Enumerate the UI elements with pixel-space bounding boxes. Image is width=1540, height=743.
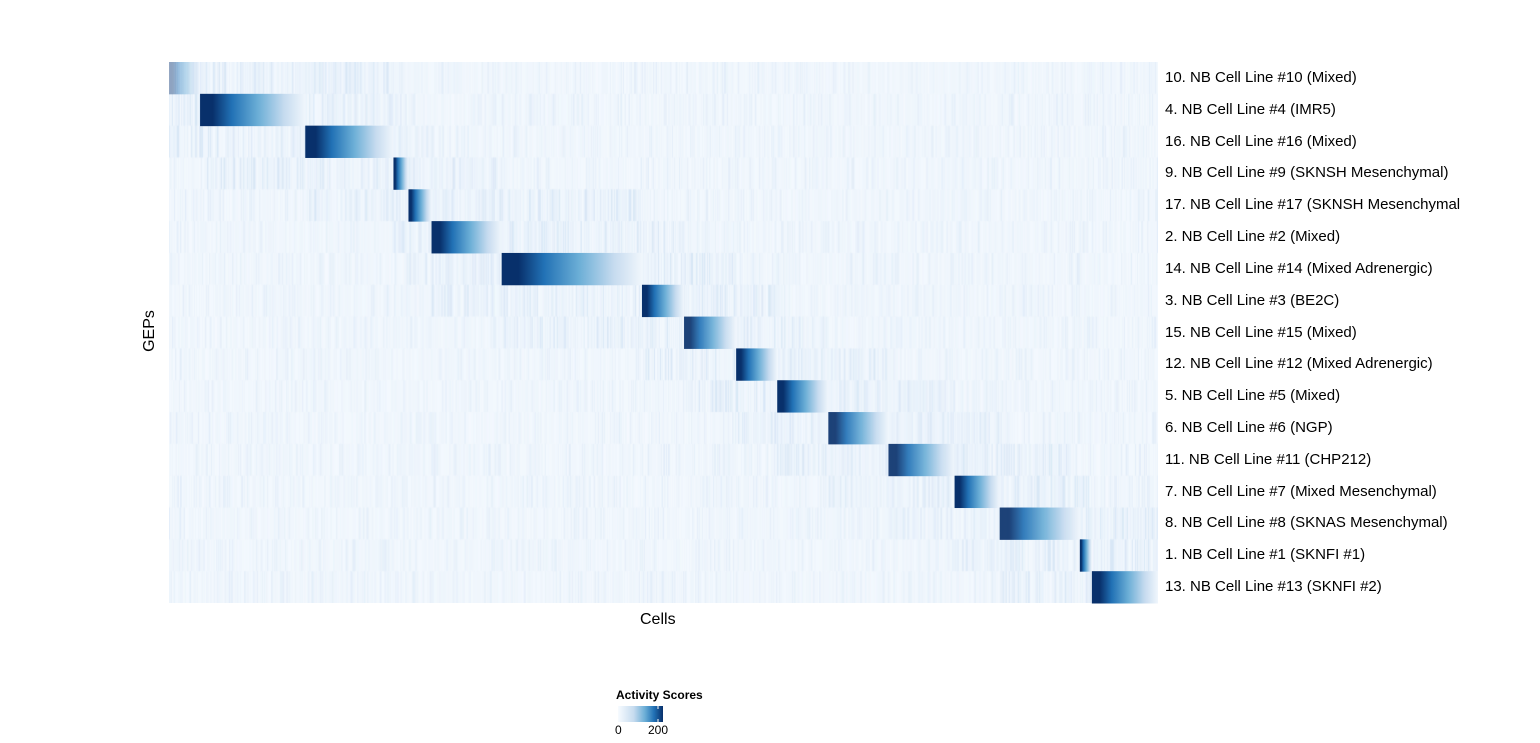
heatmap-cluster-block xyxy=(305,125,394,158)
row-label: 13. NB Cell Line #13 (SKNFI #2) xyxy=(1165,578,1382,596)
heatmap-cluster-block xyxy=(200,93,306,127)
heatmap-cluster-block xyxy=(408,189,432,222)
row-label: 4. NB Cell Line #4 (IMR5) xyxy=(1165,100,1336,118)
row-label: 6. NB Cell Line #6 (NGP) xyxy=(1165,418,1333,436)
heatmap-cluster-block xyxy=(393,157,409,190)
row-label: 1. NB Cell Line #1 (SKNFI #1) xyxy=(1165,546,1366,564)
row-label: 3. NB Cell Line #3 (BE2C) xyxy=(1165,291,1340,309)
row-label: 7. NB Cell Line #7 (Mixed Mesenchymal) xyxy=(1165,482,1437,500)
row-label: 5. NB Cell Line #5 (Mixed) xyxy=(1165,387,1341,405)
row-label: 14. NB Cell Line #14 (Mixed Adrenergic) xyxy=(1165,259,1433,277)
row-label: 8. NB Cell Line #8 (SKNAS Mesenchymal) xyxy=(1165,514,1448,532)
legend-tick-label: 0 xyxy=(615,723,622,737)
row-label: 11. NB Cell Line #11 (CHP212) xyxy=(1165,450,1372,468)
row-label: 15. NB Cell Line #15 (Mixed) xyxy=(1165,323,1357,341)
heatmap-cluster-block xyxy=(777,380,829,413)
legend-title: Activity Scores xyxy=(616,688,703,702)
heatmap-cluster-block xyxy=(1079,539,1092,572)
heatmap-cluster-block xyxy=(501,252,642,286)
heatmap-cluster-block xyxy=(1091,571,1158,604)
heatmap-cluster-block xyxy=(431,221,502,254)
heatmap-cluster-block xyxy=(169,62,201,95)
heatmap-cluster-block xyxy=(888,443,955,477)
row-label: 16. NB Cell Line #16 (Mixed) xyxy=(1165,132,1357,150)
legend-tick-label: 200 xyxy=(648,723,669,737)
heatmap-cluster-block xyxy=(736,348,778,381)
heatmap-cluster-block xyxy=(684,316,737,349)
heatmap-cluster-block xyxy=(828,412,889,445)
heatmap-cluster-block xyxy=(999,507,1080,540)
y-axis-label: GEPs xyxy=(141,310,158,352)
row-label: 2. NB Cell Line #2 (Mixed) xyxy=(1165,228,1341,246)
row-label: 10. NB Cell Line #10 (Mixed) xyxy=(1165,68,1357,86)
row-label: 17. NB Cell Line #17 (SKNSH Mesenchymal xyxy=(1165,196,1461,214)
row-label: 9. NB Cell Line #9 (SKNSH Mesenchymal) xyxy=(1165,164,1449,182)
legend-colorbar xyxy=(618,706,663,722)
x-axis-label: Cells xyxy=(640,611,676,628)
heatmap-cluster-block xyxy=(954,475,1000,509)
heatmap-cluster-block xyxy=(641,284,685,318)
row-label: 12. NB Cell Line #12 (Mixed Adrenergic) xyxy=(1165,355,1433,373)
